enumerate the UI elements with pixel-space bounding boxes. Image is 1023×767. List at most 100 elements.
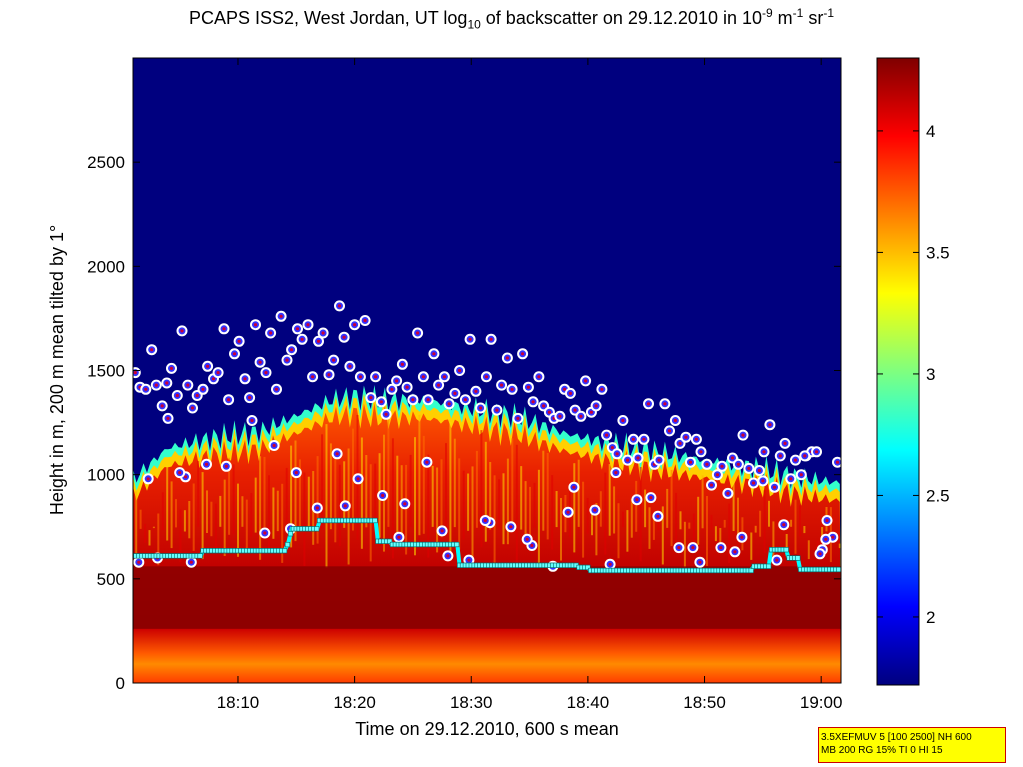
cloud-point bbox=[521, 533, 533, 545]
backscatter-streak bbox=[723, 519, 726, 528]
backscatter-streak bbox=[821, 527, 824, 539]
cloud-point bbox=[233, 335, 245, 347]
cloud-point bbox=[814, 548, 826, 560]
backscatter-streak bbox=[374, 463, 377, 532]
cloud-point-center bbox=[636, 456, 640, 460]
cloud-point-center bbox=[150, 348, 154, 352]
cloud-point bbox=[275, 310, 287, 322]
cloud-point bbox=[790, 454, 801, 466]
cloud-point-center bbox=[510, 387, 514, 391]
cloud-point bbox=[442, 550, 454, 562]
cloud-point-center bbox=[768, 423, 772, 427]
cloud-point-center bbox=[183, 475, 188, 479]
colorbar bbox=[876, 57, 920, 686]
cloud-point bbox=[281, 354, 293, 366]
cloud-point bbox=[643, 398, 654, 410]
cloud-point bbox=[764, 419, 776, 431]
backscatter-streak bbox=[515, 444, 518, 567]
cloud-point-center bbox=[835, 460, 840, 464]
cloud-point bbox=[716, 460, 728, 472]
cloud-point-center bbox=[657, 458, 661, 462]
cloud-point bbox=[690, 433, 702, 445]
cloud-point-center bbox=[243, 377, 247, 381]
cloud-point-center bbox=[626, 458, 630, 462]
cloud-point-center bbox=[635, 498, 639, 502]
backscatter-streak bbox=[281, 483, 284, 563]
cloud-point-center bbox=[740, 535, 744, 539]
backscatter-streak bbox=[179, 509, 182, 563]
cloud-point bbox=[596, 383, 608, 395]
cloud-point bbox=[652, 510, 664, 522]
backscatter-streak bbox=[480, 430, 483, 547]
backscatter-streak bbox=[303, 472, 306, 567]
backscatter-streak bbox=[524, 481, 527, 542]
backscatter-streak bbox=[440, 459, 443, 538]
backscatter-streak bbox=[453, 438, 456, 528]
cloud-point bbox=[313, 335, 324, 347]
backscatter-streak bbox=[161, 492, 164, 531]
backscatter-streak bbox=[290, 445, 293, 548]
cloud-point bbox=[575, 410, 587, 422]
mixing-layer-marker bbox=[287, 531, 294, 537]
cloud-point-center bbox=[691, 546, 695, 550]
x-tick-label: 19:00 bbox=[800, 693, 843, 712]
backscatter-streak bbox=[714, 526, 717, 542]
backscatter-streak bbox=[210, 501, 213, 537]
backscatter-streak bbox=[316, 456, 319, 544]
cloud-point-center bbox=[463, 398, 467, 402]
backscatter-streak bbox=[445, 443, 447, 533]
cloud-point-center bbox=[818, 552, 822, 556]
cloud-point bbox=[632, 452, 644, 464]
backscatter-streak bbox=[422, 435, 425, 534]
backscatter-streak bbox=[343, 461, 346, 528]
cloud-point bbox=[311, 502, 323, 514]
mixing-layer-marker bbox=[795, 555, 801, 561]
cloud-point bbox=[133, 556, 145, 568]
cloud-point bbox=[271, 383, 282, 395]
backscatter-streak bbox=[369, 464, 372, 562]
cloud-point bbox=[743, 462, 755, 474]
cloud-point-center bbox=[327, 373, 331, 377]
cloud-point-center bbox=[778, 454, 782, 458]
cloud-point bbox=[533, 371, 545, 383]
cloud-point-center bbox=[610, 446, 615, 450]
cloud-point bbox=[774, 450, 786, 462]
cloud-point-center bbox=[736, 462, 741, 466]
backscatter-streak bbox=[462, 470, 465, 540]
backscatter-streak bbox=[219, 495, 222, 527]
cloud-point bbox=[354, 371, 366, 383]
cloud-point bbox=[229, 348, 240, 360]
backscatter-streak bbox=[790, 519, 793, 527]
cloud-point-center bbox=[416, 331, 420, 335]
cloud-point-center bbox=[726, 491, 730, 495]
backscatter-streak bbox=[838, 543, 841, 549]
cloud-point-center bbox=[274, 387, 279, 391]
cloud-point-center bbox=[747, 466, 751, 470]
cloud-point bbox=[290, 467, 302, 479]
cloud-point-center bbox=[269, 331, 273, 335]
cloud-point bbox=[156, 400, 168, 412]
backscatter-streak bbox=[759, 510, 762, 537]
cloud-point bbox=[564, 387, 576, 399]
cloud-point bbox=[711, 469, 723, 481]
cloud-point-center bbox=[348, 364, 352, 368]
cloud-point-center bbox=[353, 323, 357, 327]
backscatter-streak bbox=[259, 456, 262, 560]
backscatter-streak bbox=[799, 505, 801, 537]
backscatter-streak bbox=[670, 469, 673, 547]
cloud-point-center bbox=[211, 377, 216, 381]
y-tick-label: 0 bbox=[116, 674, 125, 693]
cloud-point-center bbox=[600, 387, 604, 391]
cloud-point bbox=[680, 431, 692, 443]
cloud-point bbox=[436, 525, 448, 537]
cloud-point bbox=[715, 542, 727, 554]
backscatter-streak bbox=[201, 472, 204, 560]
y-tick-label: 2000 bbox=[87, 257, 125, 276]
backscatter-streak bbox=[595, 503, 598, 556]
cloud-point-center bbox=[688, 460, 693, 464]
cloud-point bbox=[617, 415, 629, 426]
cloud-point-center bbox=[474, 389, 478, 393]
cloud-point-center bbox=[468, 337, 472, 341]
backscatter-streak bbox=[475, 450, 478, 528]
